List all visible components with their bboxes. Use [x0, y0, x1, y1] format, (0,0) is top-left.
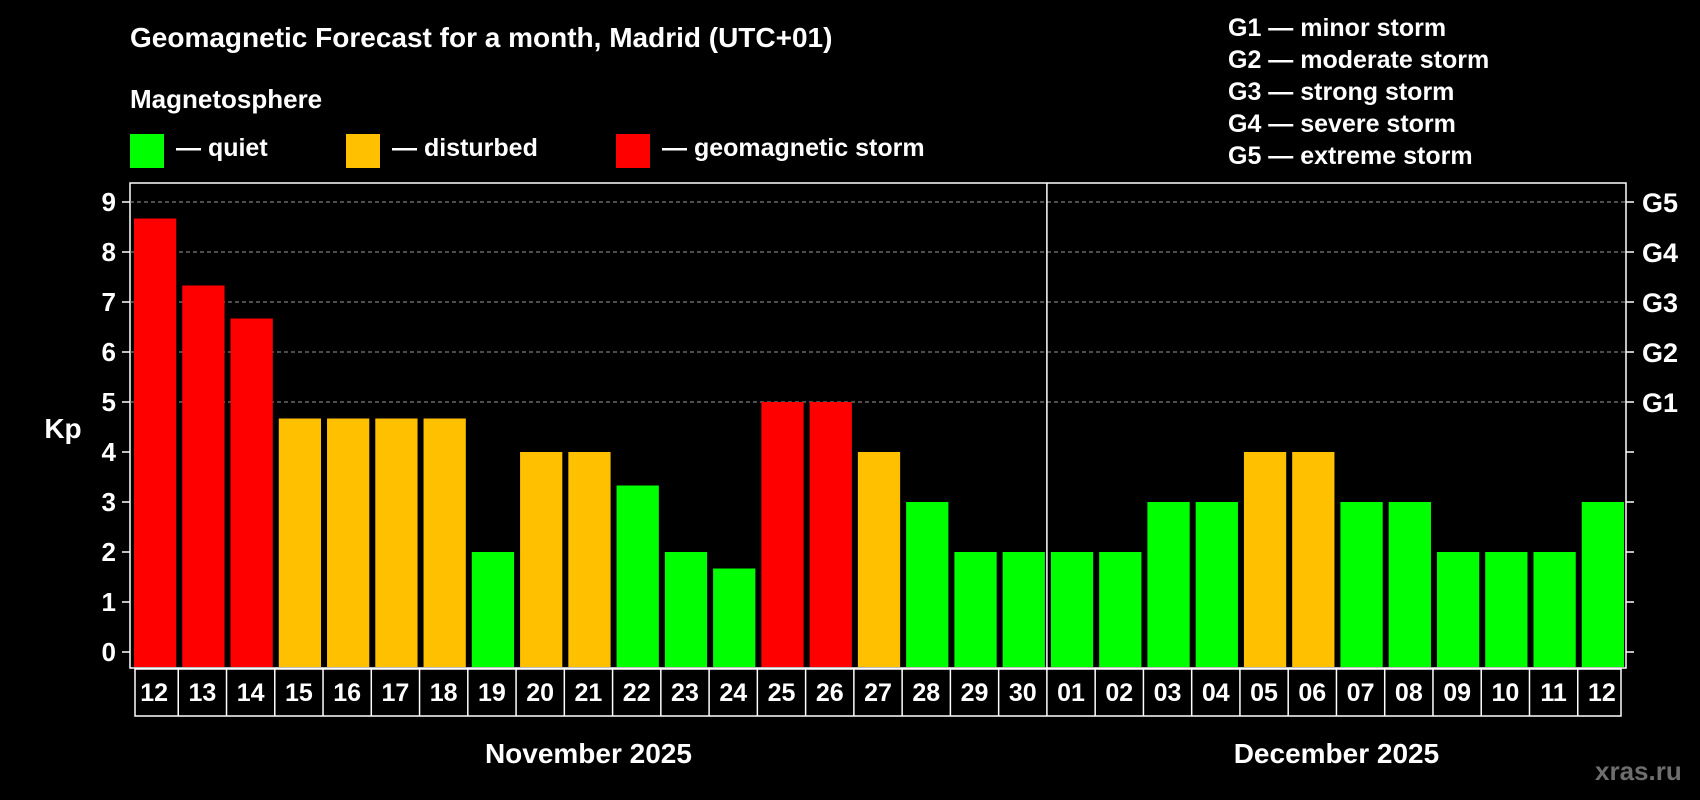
bar-15: [857, 452, 901, 667]
bar-14: [809, 402, 852, 667]
date-row-frame: [134, 668, 1622, 717]
bar-7: [471, 552, 515, 667]
right-axis-label-G1: G1: [1642, 388, 1678, 418]
bar-26: [1388, 502, 1431, 667]
bar-23: [1243, 452, 1287, 667]
magnetosphere-label: Magnetosphere: [130, 84, 323, 114]
bar-22: [1195, 502, 1238, 667]
x-tick-label-17: 29: [961, 679, 989, 707]
x-tick-label-21: 03: [1154, 679, 1182, 707]
bar-24: [1292, 452, 1335, 667]
x-tick-label-9: 21: [575, 679, 603, 707]
bar-29: [1533, 552, 1576, 667]
x-tick-label-14: 26: [816, 679, 844, 707]
x-tick-label-8: 20: [526, 679, 554, 707]
x-tick-label-12: 24: [719, 679, 747, 707]
legend-label-quiet: — quiet: [176, 134, 268, 162]
x-tick-label-26: 08: [1395, 679, 1423, 707]
x-tick-label-22: 04: [1202, 679, 1230, 707]
x-tick-label-23: 05: [1250, 679, 1278, 707]
bar-3: [278, 418, 322, 667]
x-tick-label-10: 22: [623, 679, 651, 707]
y-tick-label-6: 6: [102, 337, 116, 367]
x-tick-label-25: 07: [1347, 679, 1375, 707]
storm-scale-g3: G3 — strong storm: [1228, 78, 1455, 106]
legend-swatch-disturbed: [346, 134, 380, 168]
x-tick-label-20: 02: [1105, 679, 1133, 707]
legend-label-storm: — geomagnetic storm: [662, 134, 925, 162]
storm-scale-g5: G5 — extreme storm: [1228, 142, 1473, 170]
y-tick-label-2: 2: [102, 537, 116, 567]
x-tick-label-3: 15: [285, 679, 313, 707]
y-tick-label-0: 0: [102, 637, 116, 667]
bar-12: [713, 568, 756, 667]
y-axis-title: Kp: [44, 413, 81, 444]
x-tick-label-11: 23: [671, 679, 699, 707]
bar-6: [423, 418, 466, 667]
bar-28: [1485, 552, 1528, 667]
bar-13: [761, 402, 804, 667]
storm-scale-g4: G4 — severe storm: [1228, 110, 1456, 138]
plot-frame: [129, 182, 1627, 669]
bar-20: [1099, 552, 1142, 667]
x-tick-label-4: 16: [333, 679, 361, 707]
x-tick-label-30: 12: [1588, 679, 1616, 707]
right-axis-label-G2: G2: [1642, 338, 1678, 368]
y-tick-label-7: 7: [102, 287, 116, 317]
bar-8: [520, 452, 563, 667]
bar-16: [906, 502, 949, 667]
x-tick-label-5: 17: [382, 679, 410, 707]
month-label-0: November 2025: [485, 738, 692, 769]
legend-label-disturbed: — disturbed: [392, 134, 538, 162]
storm-scale-g2: G2 — moderate storm: [1228, 46, 1490, 74]
month-label-1: December 2025: [1234, 738, 1439, 769]
x-tick-label-24: 06: [1298, 679, 1326, 707]
x-tick-label-13: 25: [768, 679, 796, 707]
x-tick-label-6: 18: [430, 679, 458, 707]
bar-25: [1340, 502, 1383, 667]
bar-9: [568, 452, 611, 667]
x-tick-label-27: 09: [1443, 679, 1471, 707]
bar-5: [375, 418, 418, 667]
legend-swatch-quiet: [130, 134, 164, 168]
y-tick-label-8: 8: [102, 237, 116, 267]
y-tick-label-9: 9: [102, 187, 116, 217]
y-tick-label-4: 4: [102, 437, 117, 467]
bar-11: [664, 552, 708, 667]
bar-4: [327, 418, 370, 667]
x-tick-label-15: 27: [864, 679, 892, 707]
chart-title: Geomagnetic Forecast for a month, Madrid…: [130, 22, 833, 53]
x-tick-label-19: 01: [1057, 679, 1085, 707]
storm-scale-g1: G1 — minor storm: [1228, 14, 1447, 42]
watermark: xras.ru: [1595, 756, 1682, 786]
bar-19: [1050, 552, 1094, 667]
bar-10: [616, 485, 659, 667]
bar-30: [1581, 502, 1624, 667]
bar-2: [230, 318, 273, 667]
right-axis-label-G5: G5: [1642, 188, 1678, 218]
x-tick-label-28: 10: [1491, 679, 1519, 707]
bar-1: [182, 285, 225, 667]
x-tick-label-1: 13: [188, 679, 216, 707]
bar-21: [1147, 502, 1190, 667]
x-tick-label-29: 11: [1540, 679, 1567, 707]
right-axis-label-G4: G4: [1642, 238, 1678, 268]
bar-27: [1436, 552, 1480, 667]
y-tick-label-1: 1: [102, 587, 116, 617]
y-tick-label-3: 3: [102, 487, 116, 517]
y-tick-label-5: 5: [102, 387, 116, 417]
x-tick-label-7: 19: [478, 679, 506, 707]
right-axis-label-G3: G3: [1642, 288, 1678, 318]
x-tick-label-2: 14: [237, 679, 265, 707]
bar-17: [954, 552, 997, 667]
bar-18: [1002, 552, 1045, 667]
x-tick-label-16: 28: [912, 679, 940, 707]
bar-0: [134, 218, 177, 667]
x-tick-label-18: 30: [1009, 679, 1037, 707]
x-tick-label-0: 12: [140, 679, 168, 707]
legend-swatch-storm: [616, 134, 650, 168]
